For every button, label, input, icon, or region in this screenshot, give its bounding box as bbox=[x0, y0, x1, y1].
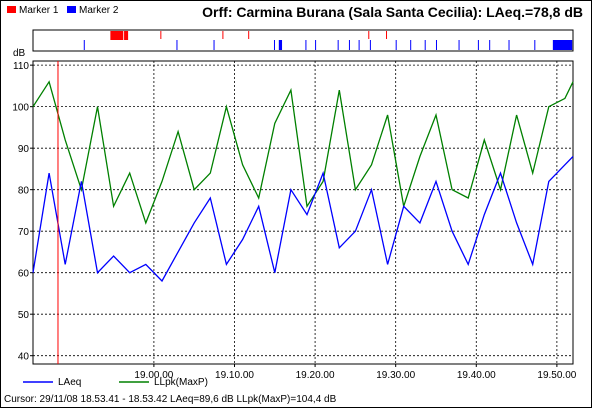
marker-1-label: Marker 1 bbox=[19, 5, 59, 16]
y-tick-label: 90 bbox=[18, 144, 30, 155]
marker-2-segment bbox=[213, 40, 215, 50]
marker-1-segment bbox=[124, 31, 129, 40]
x-tick-label: 19.00.00 bbox=[134, 370, 173, 381]
marker-2-segment bbox=[410, 40, 412, 50]
marker-2-segment bbox=[552, 40, 573, 50]
marker-1-segment bbox=[248, 31, 250, 39]
marker-2-segment bbox=[348, 40, 350, 50]
y-tick-label: 70 bbox=[18, 227, 30, 238]
marker-2-segment bbox=[534, 40, 536, 50]
marker-2-segment bbox=[508, 40, 510, 50]
marker-2-segment bbox=[369, 40, 371, 50]
marker-2-segment bbox=[337, 40, 339, 50]
y-tick-label: 60 bbox=[18, 269, 30, 280]
legend-marker-1: Marker 1 bbox=[7, 5, 58, 16]
y-axis-label: dB bbox=[13, 48, 26, 59]
marker-2-segment bbox=[278, 40, 283, 50]
legend-label-laeq: LAeq bbox=[58, 377, 81, 388]
marker-2-segment bbox=[489, 40, 491, 50]
marker-2-segment bbox=[273, 40, 275, 50]
y-tick-label: 80 bbox=[18, 186, 30, 197]
x-tick-label: 19.30.00 bbox=[376, 370, 415, 381]
marker-2-segment bbox=[395, 40, 397, 50]
marker-2-label: Marker 2 bbox=[79, 5, 119, 16]
marker-strip bbox=[32, 29, 574, 52]
marker-1-swatch bbox=[7, 6, 16, 13]
y-tick-label: 50 bbox=[18, 310, 30, 321]
series-line-llpk bbox=[32, 80, 574, 225]
x-tick-label: 19.10.00 bbox=[215, 370, 254, 381]
marker-2-segment bbox=[305, 40, 307, 50]
plot-area bbox=[32, 60, 574, 365]
marker-2-segment bbox=[458, 40, 460, 50]
chart-plot[interactable]: dB 40 50 60 70 80 90 100 110 19.00.00 19.10.00 19.2… bbox=[1, 1, 591, 393]
series-line-laeq bbox=[32, 156, 574, 283]
marker-1-segment bbox=[368, 31, 370, 39]
marker-2-segment bbox=[315, 40, 317, 50]
marker-2-swatch bbox=[67, 6, 76, 13]
marker-2-segment bbox=[477, 40, 479, 50]
y-tick-label: 110 bbox=[13, 61, 29, 72]
marker-1-segment bbox=[110, 31, 124, 40]
marker-2-segment bbox=[358, 40, 360, 50]
marker-2-segment bbox=[176, 40, 178, 50]
marker-2-segment bbox=[435, 40, 437, 50]
x-tick-label: 19.50.00 bbox=[537, 370, 576, 381]
chart-title: Orff: Carmina Burana (Sala Santa Cecilia… bbox=[202, 4, 583, 20]
y-tick-label: 100 bbox=[12, 103, 29, 114]
marker-2-segment bbox=[83, 40, 85, 50]
y-tick-label: 40 bbox=[18, 352, 30, 363]
x-tick-label: 19.40.00 bbox=[457, 370, 496, 381]
marker-1-segment bbox=[222, 31, 224, 39]
marker-1-segment bbox=[160, 31, 162, 39]
marker-1-segment bbox=[386, 31, 388, 39]
x-tick-label: 19.20.00 bbox=[296, 370, 335, 381]
marker-2-segment bbox=[424, 40, 426, 50]
legend-marker-2: Marker 2 bbox=[67, 5, 118, 16]
legend-label-llpk: LLpk(MaxP) bbox=[154, 377, 208, 388]
cursor-status: Cursor: 29/11/08 18.53.41 - 18.53.42 LAe… bbox=[4, 394, 337, 405]
